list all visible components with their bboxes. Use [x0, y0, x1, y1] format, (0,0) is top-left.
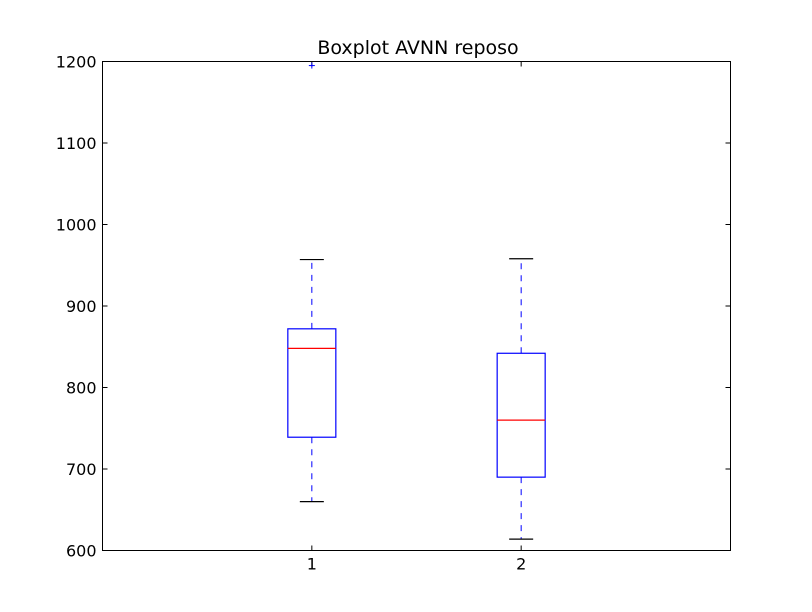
box	[287, 328, 337, 438]
chart-title: Boxplot AVNN reposo	[317, 37, 518, 59]
axes-frame	[102, 61, 731, 551]
y-tick-label: 1000	[56, 216, 97, 235]
x-tick-label: 2	[516, 555, 526, 574]
y-tick-label: 1200	[56, 53, 97, 72]
y-tick-label: 700	[66, 460, 97, 479]
plot-area: 600 700 800 900 1000 1100 1200 1 2	[56, 53, 731, 574]
y-tick-label: 800	[66, 379, 97, 398]
y-tick-label: 900	[66, 297, 97, 316]
x-tick-label: 1	[307, 555, 317, 574]
y-tick-label: 600	[66, 542, 97, 561]
y-tick-label: 1100	[56, 134, 97, 153]
box	[496, 352, 546, 478]
